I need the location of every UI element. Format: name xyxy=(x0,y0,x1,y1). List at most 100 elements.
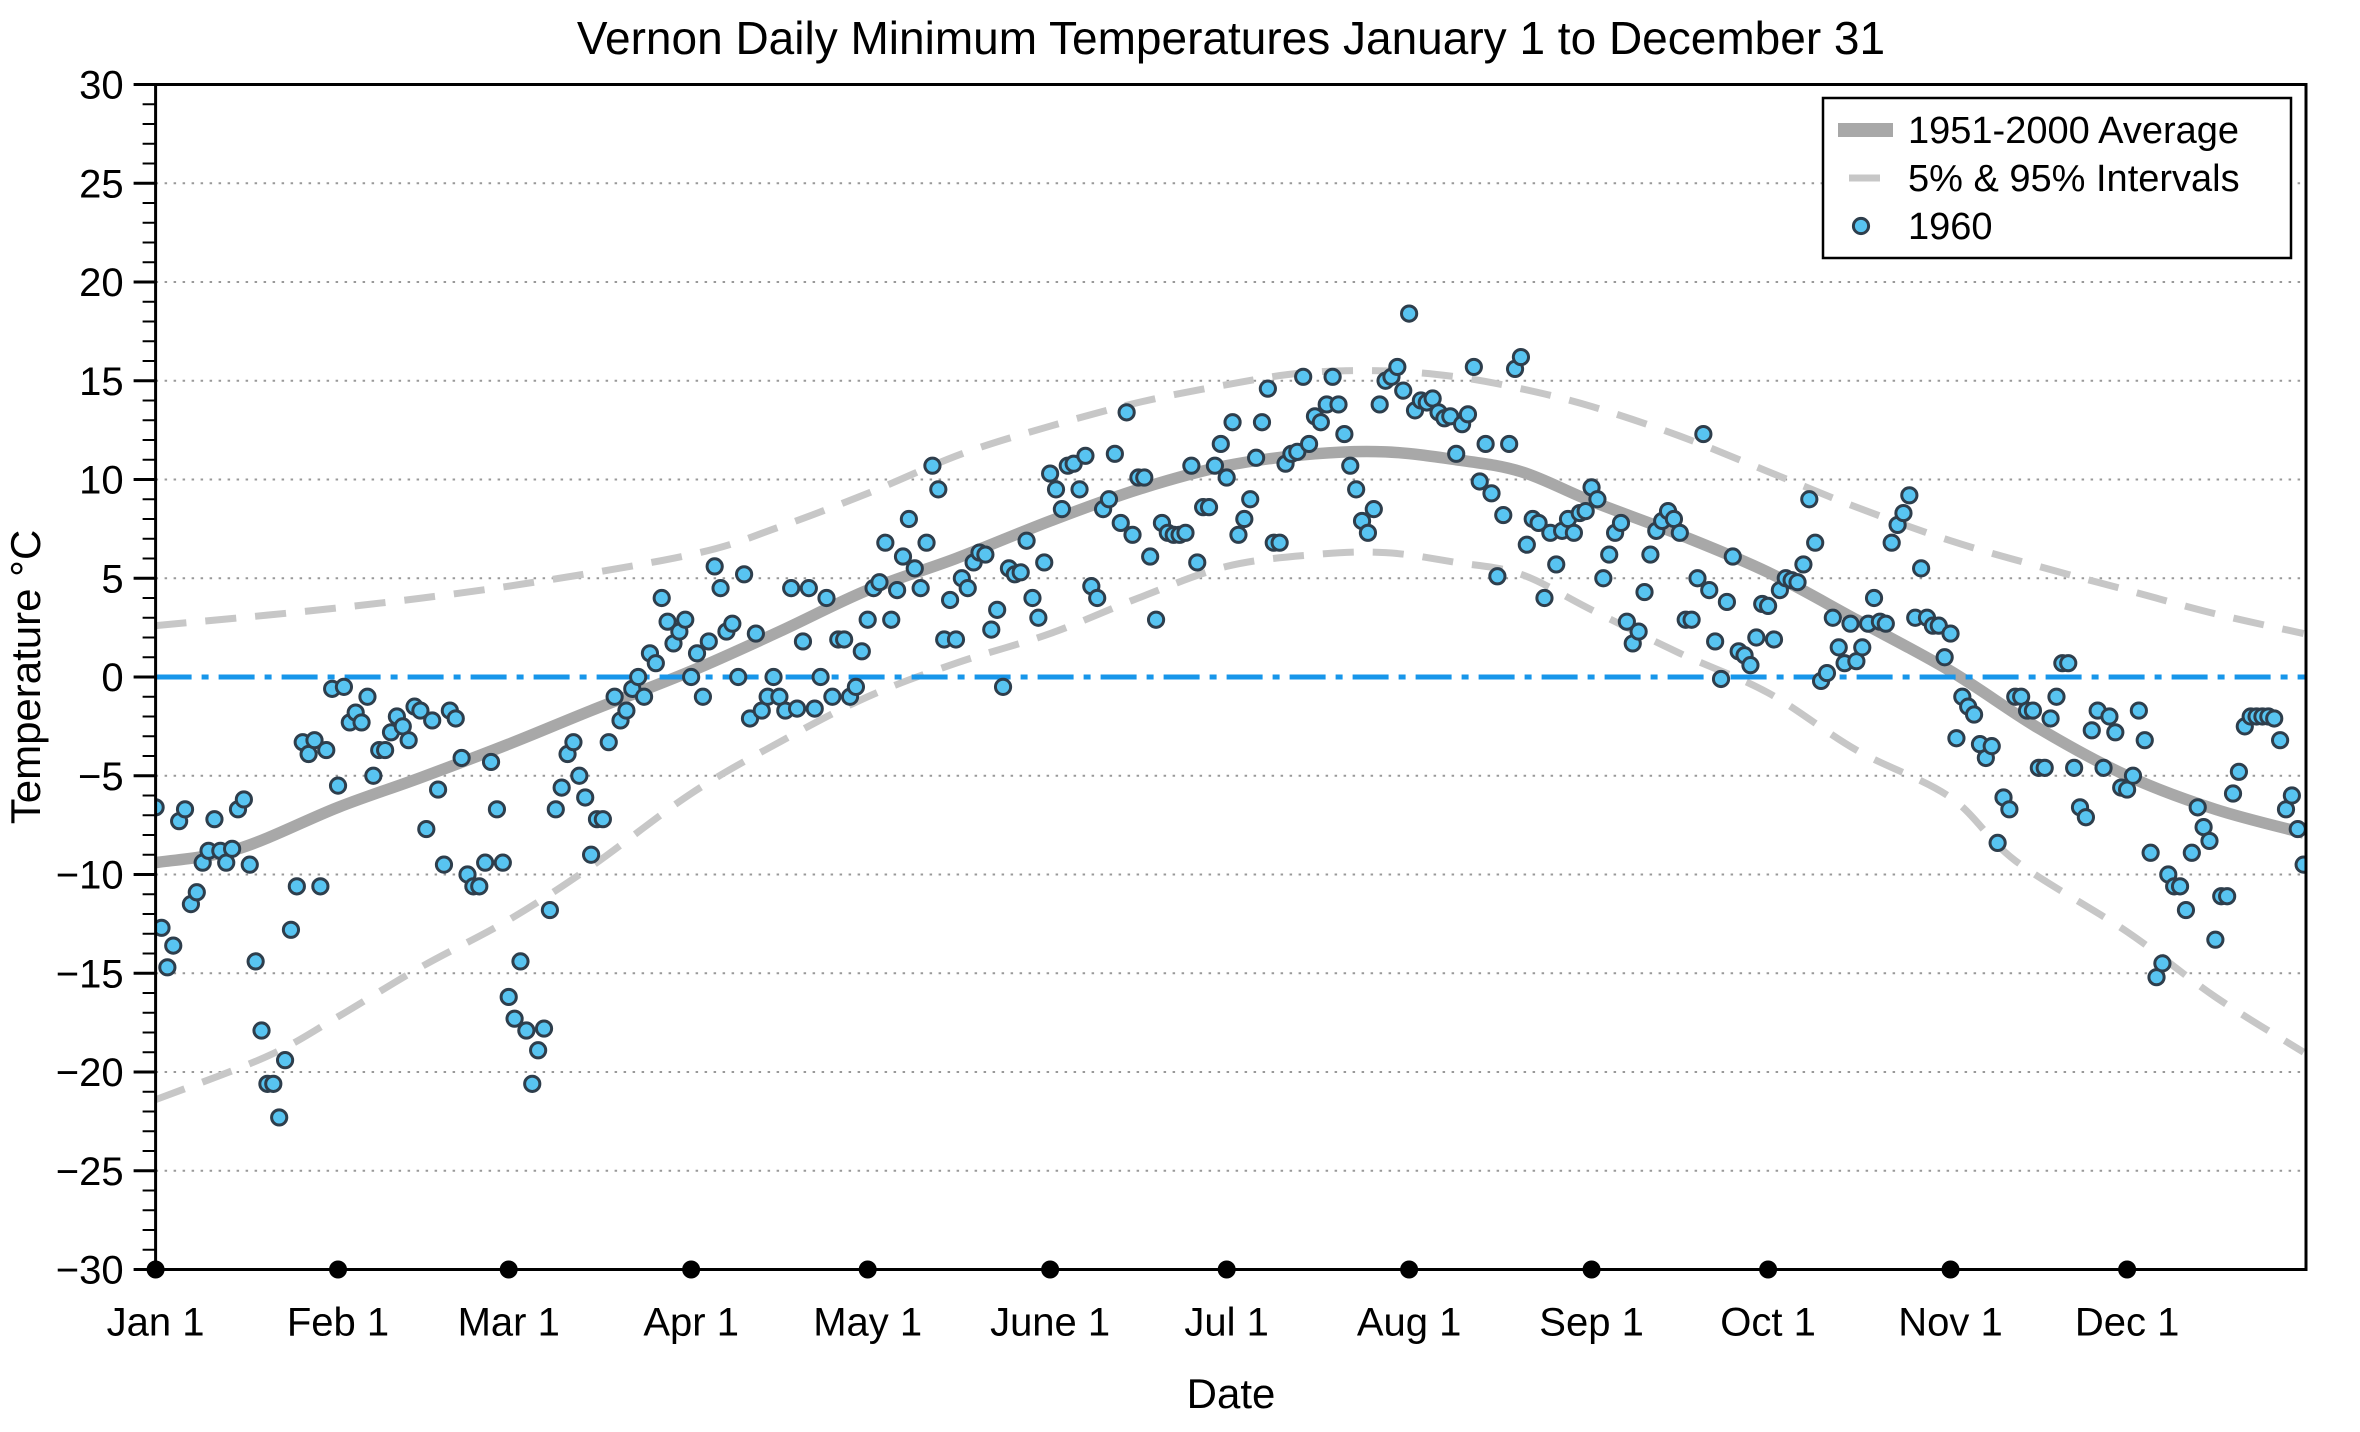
data-point xyxy=(593,810,612,829)
data-point xyxy=(1882,533,1901,552)
y-tick-label: 15 xyxy=(79,360,124,404)
data-point xyxy=(252,1021,271,1040)
data-point xyxy=(428,780,448,799)
data-point xyxy=(1105,444,1124,463)
data-point xyxy=(1294,367,1313,386)
data-point xyxy=(1594,569,1613,588)
data-point xyxy=(617,701,636,720)
data-point xyxy=(682,667,701,687)
data-point xyxy=(634,687,654,706)
data-point xyxy=(1817,663,1837,683)
data-point xyxy=(364,766,383,785)
data-point xyxy=(823,687,842,706)
data-point xyxy=(658,612,677,631)
data-point xyxy=(2200,831,2219,851)
y-tick-label: 25 xyxy=(79,162,124,206)
data-point xyxy=(1188,553,1207,572)
month-marker-dot xyxy=(146,1260,165,1279)
data-point xyxy=(352,713,371,732)
data-point xyxy=(1176,523,1195,542)
data-point xyxy=(1347,480,1366,499)
data-point xyxy=(2282,786,2301,805)
data-point xyxy=(1394,381,1413,400)
y-tick-label: −20 xyxy=(56,1051,124,1095)
legend-item-average: 1951-2000 Average xyxy=(1908,110,2239,152)
legend-item-1960: 1960 xyxy=(1908,206,1993,248)
data-point xyxy=(534,1019,554,1038)
data-point xyxy=(1853,638,1872,657)
data-point xyxy=(1035,553,1054,572)
month-marker-dot xyxy=(1941,1260,1960,1279)
data-point xyxy=(1588,490,1607,509)
data-point xyxy=(275,1051,295,1070)
data-point xyxy=(1358,523,1378,542)
data-point xyxy=(1458,405,1478,424)
data-point xyxy=(1500,434,1519,454)
data-point xyxy=(782,579,801,598)
data-point xyxy=(2188,798,2207,817)
x-tick-label: Sep 1 xyxy=(1539,1301,1644,1345)
y-tick-label: 20 xyxy=(79,261,124,305)
data-point xyxy=(764,667,783,687)
data-point xyxy=(1682,610,1701,629)
month-marker-dot xyxy=(2118,1260,2137,1279)
data-point xyxy=(923,456,942,475)
data-point xyxy=(1364,500,1383,519)
data-point xyxy=(205,810,224,829)
data-point xyxy=(870,573,889,592)
data-point xyxy=(187,883,206,902)
data-point xyxy=(1388,357,1407,377)
x-tick-label: May 1 xyxy=(813,1301,922,1345)
chart-title: Vernon Daily Minimum Temperatures Januar… xyxy=(577,12,1885,64)
data-point xyxy=(1717,592,1737,612)
data-point xyxy=(1670,523,1689,542)
data-point xyxy=(1041,464,1060,483)
data-point xyxy=(699,632,718,651)
data-point xyxy=(2123,766,2143,785)
data-point xyxy=(1823,608,1842,627)
x-axis-label: Date xyxy=(1187,1370,1276,1417)
data-point xyxy=(476,853,495,872)
data-point xyxy=(2041,709,2060,728)
data-point xyxy=(1806,533,1825,552)
data-point xyxy=(1335,424,1354,444)
data-point xyxy=(1123,525,1142,544)
data-point xyxy=(581,845,601,864)
data-point xyxy=(470,877,489,896)
month-marker-dot xyxy=(682,1260,701,1279)
data-point xyxy=(1894,503,1913,523)
data-point xyxy=(2106,723,2125,742)
data-point xyxy=(723,614,742,633)
data-point xyxy=(499,987,518,1007)
month-marker-dot xyxy=(329,1260,348,1279)
data-point xyxy=(2023,701,2043,720)
interval-line-upper xyxy=(155,367,2305,637)
data-point xyxy=(1788,573,1807,592)
data-point xyxy=(564,733,583,752)
data-point xyxy=(1723,547,1742,566)
y-tick-label: 0 xyxy=(101,656,123,700)
data-point xyxy=(846,677,866,696)
data-point xyxy=(358,687,377,706)
x-tick-label: Oct 1 xyxy=(1720,1301,1816,1345)
data-point xyxy=(946,630,966,649)
data-point xyxy=(1070,480,1089,499)
data-point xyxy=(1988,833,2007,853)
data-point xyxy=(1535,588,1554,608)
data-point xyxy=(1935,648,1954,667)
data-point xyxy=(2035,758,2054,777)
x-tick-label: Dec 1 xyxy=(2075,1301,2180,1345)
data-point xyxy=(1876,614,1895,633)
data-point xyxy=(264,1074,283,1093)
data-point xyxy=(2288,819,2306,839)
data-point xyxy=(1011,563,1030,582)
x-tick-label: Feb 1 xyxy=(287,1301,389,1345)
data-point xyxy=(1900,486,1919,505)
data-point xyxy=(711,579,730,598)
data-point xyxy=(540,900,559,920)
data-point xyxy=(1759,596,1778,616)
data-point xyxy=(1964,705,1984,724)
data-point xyxy=(1611,513,1631,533)
data-point xyxy=(1329,395,1348,414)
data-point xyxy=(1447,444,1466,463)
